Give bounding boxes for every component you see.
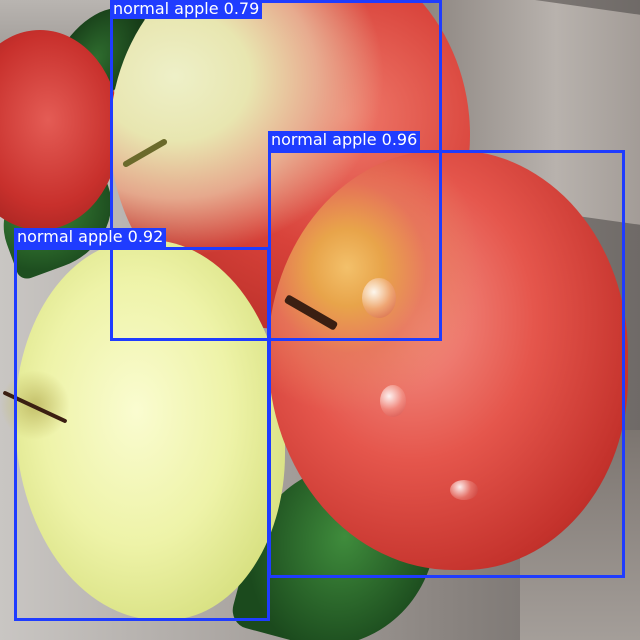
detection-box-apple-main: [268, 150, 625, 578]
water-droplet: [380, 385, 406, 417]
detection-box-apple-top: [110, 0, 442, 341]
detection-box-apple-green: [14, 247, 270, 621]
apple-green: [15, 240, 285, 620]
water-droplet: [362, 278, 396, 318]
apple-red-main: [268, 150, 628, 570]
water-droplet: [450, 480, 478, 500]
detection-label-apple-top: normal apple 0.79: [110, 0, 263, 19]
detection-label-apple-main: normal apple 0.96: [268, 131, 421, 150]
detection-label-apple-green: normal apple 0.92: [14, 228, 167, 247]
